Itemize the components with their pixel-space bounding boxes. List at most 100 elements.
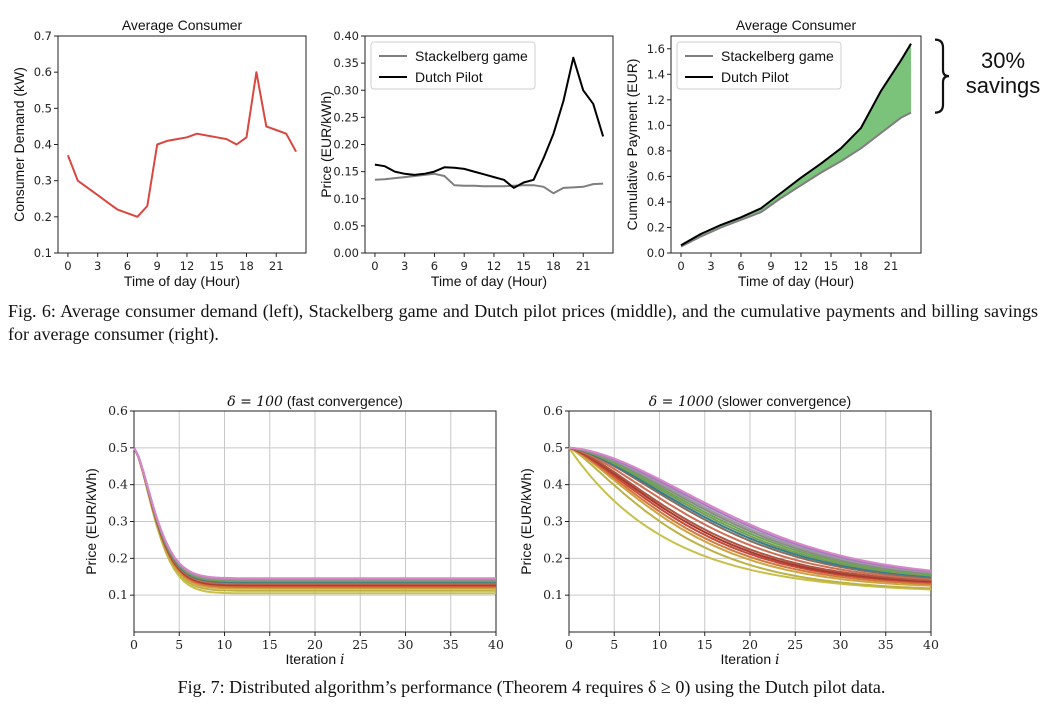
x-tick-label: 0 bbox=[565, 637, 573, 652]
y-tick-label: 0.4 bbox=[108, 477, 128, 492]
y-tick-label: 0.3 bbox=[543, 514, 563, 529]
series-line bbox=[374, 56, 605, 189]
y-tick-label: 0.1 bbox=[108, 587, 128, 602]
x-tick-label: 10 bbox=[217, 637, 233, 652]
savings-bracket bbox=[934, 38, 950, 114]
series-line bbox=[568, 446, 932, 581]
x-tick-label: 18 bbox=[546, 259, 561, 273]
x-tick-label: 0 bbox=[677, 259, 684, 273]
x-tick-label: 3 bbox=[707, 259, 714, 273]
figure-6-caption: Fig. 6: Average consumer demand (left), … bbox=[8, 301, 1038, 344]
series-line bbox=[568, 446, 932, 578]
y-tick-label: 0.4 bbox=[543, 477, 563, 492]
y-tick-label: 0.00 bbox=[333, 246, 359, 260]
series-line bbox=[133, 447, 496, 595]
series-line bbox=[568, 446, 932, 572]
y-tick-label: 0.3 bbox=[34, 174, 52, 188]
series-line bbox=[374, 172, 604, 195]
x-tick-label: 0 bbox=[371, 259, 378, 273]
y-tick-label: 0.1 bbox=[34, 246, 52, 260]
x-tick-label: 3 bbox=[401, 259, 408, 273]
y-tick-label: 0.1 bbox=[543, 587, 563, 602]
x-tick-label: 20 bbox=[307, 637, 323, 652]
y-tick-label: 0.5 bbox=[543, 440, 563, 455]
x-tick-label: 40 bbox=[923, 637, 939, 652]
y-tick-label: 1.6 bbox=[647, 42, 665, 56]
y-tick-label: 0.3 bbox=[108, 514, 128, 529]
legend-label: Stackelberg game bbox=[721, 48, 834, 64]
series-line bbox=[568, 446, 932, 577]
x-tick-label: 6 bbox=[737, 259, 744, 273]
x-tick-label: 3 bbox=[94, 259, 101, 273]
x-tick-label: 15 bbox=[697, 637, 713, 652]
chart-demand: 0 3 6 9 12 15 18 21 0.1 0.2 0.3 0.4 0.5 0.6 0.7 Time of… bbox=[11, 17, 307, 289]
y-tick-label: 0.6 bbox=[34, 65, 52, 79]
series-line bbox=[568, 446, 932, 579]
figure-7-caption: Fig. 7: Distributed algorithm’s performa… bbox=[177, 677, 886, 697]
series-line bbox=[568, 446, 932, 574]
legend-label: Dutch Pilot bbox=[721, 69, 789, 85]
x-tick-label: 25 bbox=[787, 637, 803, 652]
x-tick-label: 12 bbox=[794, 259, 809, 273]
x-tick-label: 12 bbox=[180, 259, 195, 273]
series-line bbox=[133, 447, 496, 589]
series-line bbox=[568, 446, 932, 585]
series-line bbox=[568, 447, 932, 591]
x-tick-label: 15 bbox=[262, 637, 278, 652]
x-tick-label: 0 bbox=[64, 259, 71, 273]
plot-frame bbox=[670, 35, 922, 254]
series-line bbox=[133, 447, 496, 590]
y-tick-label: 0.7 bbox=[34, 29, 52, 43]
chart-cumulative: 0 3 6 9 12 15 18 21 0.0 0.2 0.4 0.6 0.8 1.0 1.2 1.4 1.6 T… bbox=[624, 17, 1040, 289]
x-axis-label: Iteration i bbox=[286, 651, 345, 668]
x-tick-label: 15 bbox=[516, 259, 531, 273]
x-axis-label: Time of day (Hour) bbox=[431, 273, 547, 289]
legend-box bbox=[370, 41, 536, 90]
series-line bbox=[568, 446, 932, 573]
x-tick-label: 6 bbox=[431, 259, 438, 273]
y-tick-label: 1.2 bbox=[647, 93, 665, 107]
series-line bbox=[568, 446, 932, 587]
y-axis-label: Cumulative Payment (EUR) bbox=[624, 59, 640, 231]
y-tick-label: 0.2 bbox=[108, 550, 128, 565]
y-tick-label: 0.2 bbox=[34, 210, 52, 224]
y-tick-label: 0.6 bbox=[108, 403, 128, 418]
chart-title: δ = 100 (fast convergence) bbox=[227, 393, 403, 410]
plot-frame bbox=[57, 35, 307, 254]
x-tick-label: 30 bbox=[398, 637, 414, 652]
y-tick-label: 0.20 bbox=[333, 138, 359, 152]
y-axis-label: Price (EUR/kWh) bbox=[518, 468, 534, 575]
y-tick-label: 0.35 bbox=[333, 56, 359, 70]
x-tick-label: 9 bbox=[461, 259, 468, 273]
x-tick-label: 9 bbox=[767, 259, 774, 273]
y-tick-label: 0.15 bbox=[333, 165, 359, 179]
x-axis-label: Time of day (Hour) bbox=[124, 273, 240, 289]
x-tick-label: 20 bbox=[742, 637, 758, 652]
x-tick-label: 21 bbox=[884, 259, 899, 273]
y-tick-label: 0.30 bbox=[333, 83, 359, 97]
series-line bbox=[66, 71, 297, 218]
x-tick-label: 40 bbox=[488, 637, 504, 652]
y-tick-label: 1.4 bbox=[647, 67, 665, 81]
legend-box bbox=[676, 41, 842, 90]
savings-percent: 30% bbox=[981, 48, 1025, 73]
savings-label: savings bbox=[966, 73, 1041, 98]
chart-title: Average Consumer bbox=[736, 17, 857, 33]
x-tick-label: 21 bbox=[269, 259, 284, 273]
y-tick-label: 0.10 bbox=[333, 192, 359, 206]
x-tick-label: 6 bbox=[124, 259, 131, 273]
x-tick-label: 12 bbox=[487, 259, 502, 273]
legend-label: Stackelberg game bbox=[415, 48, 528, 64]
y-tick-label: 0.05 bbox=[333, 219, 359, 233]
series-line bbox=[568, 446, 932, 582]
x-tick-label: 10 bbox=[652, 637, 668, 652]
series-line bbox=[568, 446, 932, 583]
y-axis-label: Consumer Demand (kW) bbox=[11, 67, 27, 222]
x-tick-label: 35 bbox=[878, 637, 894, 652]
y-tick-label: 0.8 bbox=[647, 144, 665, 158]
series-line bbox=[568, 446, 932, 584]
y-tick-label: 0.0 bbox=[647, 246, 665, 260]
series-line bbox=[568, 446, 932, 590]
y-tick-label: 0.5 bbox=[108, 440, 128, 455]
